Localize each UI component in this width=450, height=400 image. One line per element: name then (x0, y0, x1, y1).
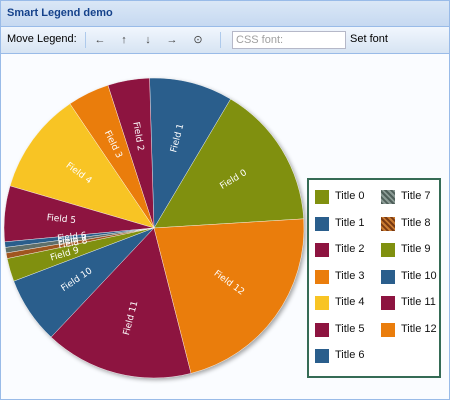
toolbar-separator (220, 32, 221, 48)
smart-legend[interactable]: Title 0 Title 1 Title 2 Title 3 Title 4 Title… (307, 178, 441, 378)
legend-swatch (315, 296, 329, 310)
legend-swatch (315, 349, 329, 363)
legend-swatch (381, 269, 395, 284)
slice-label: Field 6 (57, 231, 88, 244)
legend-swatch (315, 243, 329, 257)
slice-label: Field 5 (46, 213, 76, 226)
legend-swatch (381, 322, 395, 337)
set-font-button[interactable]: Set font (350, 33, 388, 45)
legend-label: Title 8 (401, 216, 431, 229)
legend-label: Title 9 (401, 243, 431, 255)
css-font-input[interactable] (232, 31, 346, 49)
target-icon: ⊙ (193, 34, 203, 46)
legend-label: Title 12 (401, 322, 437, 335)
arrow-down-icon: ↓ (145, 34, 151, 46)
legend-label: Title 4 (335, 296, 365, 308)
legend-swatch (381, 190, 395, 204)
chart-area: Field 0 Field 1 Field 2 Field 3 Field 4 Field… (1, 54, 449, 399)
legend-label: Title 0 (335, 190, 365, 202)
legend-label: Title 5 (335, 322, 365, 335)
arrow-right-icon: → (166, 34, 178, 46)
slice-label: Field 2 (130, 121, 145, 152)
pie-slice[interactable] (9, 103, 155, 229)
pie-slice[interactable] (149, 77, 231, 229)
legend-swatch (315, 322, 329, 337)
legend-label: Title 3 (335, 269, 365, 282)
legend-swatch (315, 216, 329, 231)
move-legend-label: Move Legend: (7, 33, 77, 45)
legend-swatch (381, 216, 395, 231)
move-right-button[interactable]: → (163, 31, 181, 49)
legend-label: Title 11 (401, 296, 436, 308)
legend-swatch (315, 190, 329, 204)
arrow-up-icon: ↑ (121, 34, 127, 46)
pie-slice[interactable] (50, 227, 192, 379)
move-up-button[interactable]: ↑ (115, 31, 133, 49)
window-title: Smart Legend demo (7, 7, 113, 19)
legend-swatch (381, 296, 395, 310)
move-down-button[interactable]: ↓ (139, 31, 157, 49)
slice-label: Field 7 (57, 234, 88, 248)
title-bar: Smart Legend demo (1, 1, 449, 27)
legend-label: Title 2 (335, 243, 365, 255)
legend-label: Title 7 (401, 190, 431, 202)
toolbar-separator (85, 32, 86, 48)
toolbar: Move Legend: ← ↑ ↓ → ⊙ Set font (1, 27, 449, 54)
reset-legend-button[interactable]: ⊙ (189, 31, 207, 49)
legend-swatch (315, 269, 329, 284)
legend-label: Title 6 (335, 349, 365, 361)
legend-label: Title 10 (401, 269, 437, 282)
pie-slice[interactable] (153, 98, 304, 229)
legend-swatch (381, 243, 395, 257)
pie-slice[interactable] (153, 218, 305, 374)
legend-label: Title 1 (335, 216, 365, 229)
move-left-button[interactable]: ← (91, 31, 109, 49)
arrow-left-icon: ← (94, 34, 106, 46)
